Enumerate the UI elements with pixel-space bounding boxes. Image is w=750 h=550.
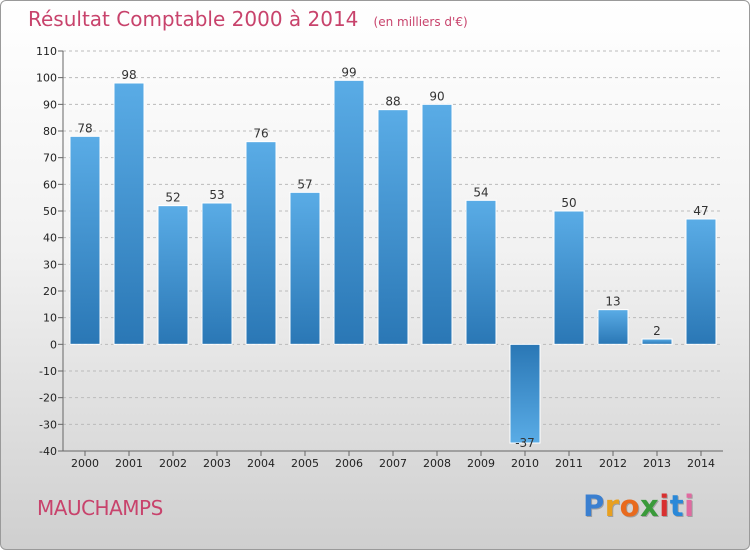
chart-subtitle: (en milliers d'€) xyxy=(373,15,468,29)
y-tick-label: 90 xyxy=(43,98,57,111)
x-tick-label: 2010 xyxy=(511,457,539,470)
y-tick-label: 70 xyxy=(43,152,57,165)
data-label: 2 xyxy=(653,324,661,338)
bar-2010 xyxy=(509,343,541,444)
bar-2011 xyxy=(553,210,585,345)
bar-2014 xyxy=(685,218,717,345)
x-tick-label: 2004 xyxy=(247,457,275,470)
data-label: 76 xyxy=(253,127,268,141)
data-label: -37 xyxy=(515,436,535,450)
bar-2009 xyxy=(465,199,497,345)
y-tick-label: 80 xyxy=(43,125,57,138)
y-tick-label: 30 xyxy=(43,258,57,271)
proxiti-logo: Proxiti xyxy=(583,489,695,523)
x-tick-label: 2012 xyxy=(599,457,627,470)
x-tick-label: 2003 xyxy=(203,457,231,470)
y-tick-label: -30 xyxy=(39,418,57,431)
bar-2008 xyxy=(421,103,453,345)
bar-2002 xyxy=(157,205,189,345)
x-tick-label: 2002 xyxy=(159,457,187,470)
x-tick-label: 2011 xyxy=(555,457,583,470)
bar-2001 xyxy=(113,82,145,345)
logo-letter: i xyxy=(684,489,695,523)
logo-letter: x xyxy=(640,489,660,523)
data-label: 99 xyxy=(341,65,356,79)
data-label: 57 xyxy=(297,177,312,191)
data-label: 53 xyxy=(209,188,224,202)
logo-letter: i xyxy=(659,489,670,523)
bar-2007 xyxy=(377,109,409,345)
y-tick-label: 0 xyxy=(50,338,57,351)
data-label: 88 xyxy=(385,95,400,109)
x-tick-label: 2000 xyxy=(71,457,99,470)
bar-2003 xyxy=(201,202,233,345)
y-tick-label: 60 xyxy=(43,178,57,191)
bar-2013 xyxy=(641,338,673,345)
logo-letter: r xyxy=(604,489,620,523)
x-tick-label: 2005 xyxy=(291,457,319,470)
bar-2006 xyxy=(333,79,365,345)
x-tick-label: 2007 xyxy=(379,457,407,470)
y-tick-label: -10 xyxy=(39,365,57,378)
logo-letter: t xyxy=(669,489,685,523)
y-tick-label: -40 xyxy=(39,445,57,458)
data-label: 13 xyxy=(605,295,620,309)
x-tick-label: 2008 xyxy=(423,457,451,470)
data-label: 90 xyxy=(429,89,444,103)
chart-title-block: Résultat Comptable 2000 à 2014 (en milli… xyxy=(28,7,468,31)
data-label: 47 xyxy=(693,204,708,218)
data-label: 78 xyxy=(77,121,92,135)
y-tick-label: 40 xyxy=(43,232,57,245)
y-tick-label: 50 xyxy=(43,205,57,218)
bar-2004 xyxy=(245,141,277,345)
y-tick-label: -20 xyxy=(39,392,57,405)
y-tick-label: 100 xyxy=(36,72,57,85)
x-tick-label: 2006 xyxy=(335,457,363,470)
data-label: 50 xyxy=(561,196,576,210)
logo-letter: o xyxy=(619,489,641,523)
y-tick-label: 10 xyxy=(43,312,57,325)
chart-title: Résultat Comptable 2000 à 2014 xyxy=(28,7,359,31)
y-tick-label: 20 xyxy=(43,285,57,298)
x-tick-label: 2001 xyxy=(115,457,143,470)
x-tick-label: 2009 xyxy=(467,457,495,470)
x-tick-label: 2013 xyxy=(643,457,671,470)
x-tick-label: 2014 xyxy=(687,457,715,470)
y-tick-label: 110 xyxy=(36,45,57,58)
data-label: 54 xyxy=(473,185,488,199)
bar-2005 xyxy=(289,191,321,345)
logo-letter: P xyxy=(583,489,605,523)
bar-2000 xyxy=(69,135,101,345)
bar-2012 xyxy=(597,309,629,345)
data-label: 52 xyxy=(165,191,180,205)
commune-name: MAUCHAMPS xyxy=(37,496,163,520)
data-label: 98 xyxy=(121,68,136,82)
